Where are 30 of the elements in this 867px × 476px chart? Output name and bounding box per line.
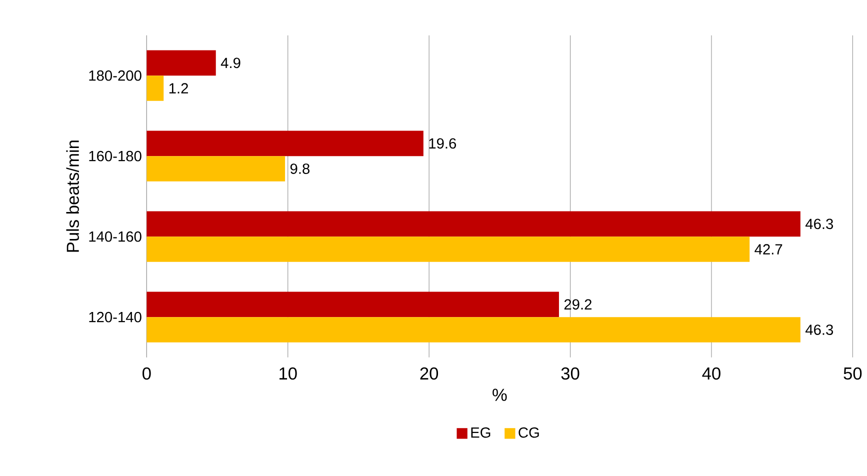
x-tick-label: 40 bbox=[702, 367, 720, 380]
y-axis-title: Puls beats/min bbox=[66, 140, 79, 252]
bar bbox=[146, 76, 164, 101]
data-label: 9.8 bbox=[290, 164, 310, 174]
bar bbox=[146, 317, 800, 342]
bar bbox=[146, 50, 216, 76]
x-tick-label: 20 bbox=[420, 367, 438, 380]
data-label: 19.6 bbox=[429, 138, 456, 149]
bar bbox=[146, 130, 424, 156]
y-tick-label: 120-140 bbox=[89, 312, 142, 322]
y-tick-label: 160-180 bbox=[89, 150, 142, 162]
data-label: 1.2 bbox=[169, 83, 188, 94]
x-tick-label: 10 bbox=[280, 367, 297, 380]
data-label: 42.7 bbox=[754, 244, 782, 254]
x-tick-label: 50 bbox=[844, 367, 862, 380]
data-label: 29.2 bbox=[564, 299, 592, 310]
y-tick-label: 180-200 bbox=[89, 70, 142, 81]
bar bbox=[146, 211, 800, 237]
data-label: 46.3 bbox=[805, 218, 834, 230]
x-axis-title: % bbox=[492, 388, 507, 401]
legend-label: EG bbox=[471, 427, 490, 438]
legend-label: CG bbox=[518, 427, 539, 438]
bar bbox=[146, 236, 750, 262]
bar bbox=[146, 292, 559, 318]
bar bbox=[146, 156, 286, 182]
data-label: 4.9 bbox=[220, 58, 240, 68]
y-tick-label: 140-160 bbox=[89, 231, 142, 242]
x-tick-label: 30 bbox=[561, 367, 580, 380]
data-label: 46.3 bbox=[805, 324, 834, 335]
x-tick-label: 0 bbox=[142, 367, 151, 380]
